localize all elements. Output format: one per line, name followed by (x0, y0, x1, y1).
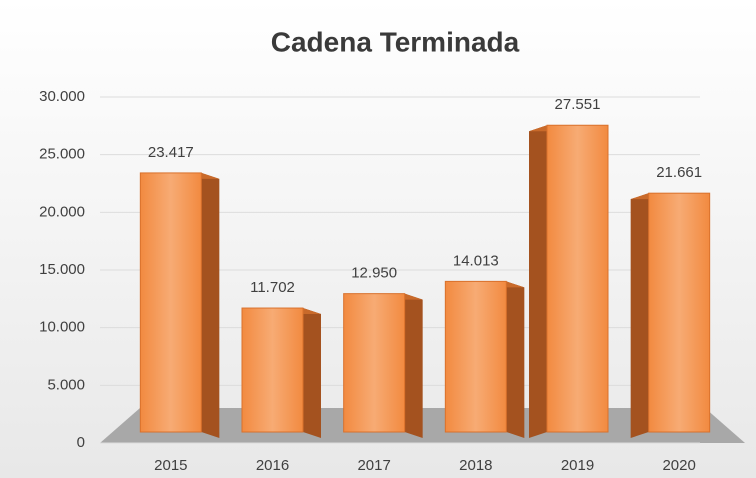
data-label: 14.013 (453, 252, 499, 269)
y-tick-label: 30.000 (39, 88, 85, 105)
data-label: 23.417 (148, 144, 194, 161)
data-label: 11.702 (250, 279, 295, 296)
bar (241, 307, 304, 433)
x-tick-label: 2018 (459, 457, 492, 474)
bar-side (303, 308, 321, 438)
data-label: 12.950 (351, 265, 397, 282)
x-tick-label: 2020 (662, 457, 695, 474)
y-tick-label: 20.000 (39, 203, 85, 220)
y-tick-label: 25.000 (39, 146, 85, 163)
bar-side (630, 193, 649, 438)
bar (444, 280, 507, 433)
bar-side (201, 172, 220, 438)
y-tick-label: 10.000 (39, 319, 85, 336)
chart-title: Cadena Terminada (271, 26, 520, 57)
y-tick-label: 15.000 (39, 261, 85, 278)
data-label: 21.661 (656, 164, 702, 181)
bar-side (506, 281, 525, 438)
x-tick-label: 2016 (256, 457, 289, 474)
bar (343, 293, 406, 433)
data-label: 27.551 (555, 96, 601, 113)
bar (648, 192, 711, 433)
bar (546, 124, 609, 433)
y-tick-label: 5.000 (47, 376, 85, 393)
x-tick-label: 2019 (561, 457, 594, 474)
x-tick-label: 2015 (154, 457, 187, 474)
y-tick-label: 0 (77, 434, 85, 451)
bar-side (529, 125, 547, 439)
bar-side (404, 293, 423, 438)
x-tick-label: 2017 (357, 457, 390, 474)
bar (139, 172, 202, 433)
